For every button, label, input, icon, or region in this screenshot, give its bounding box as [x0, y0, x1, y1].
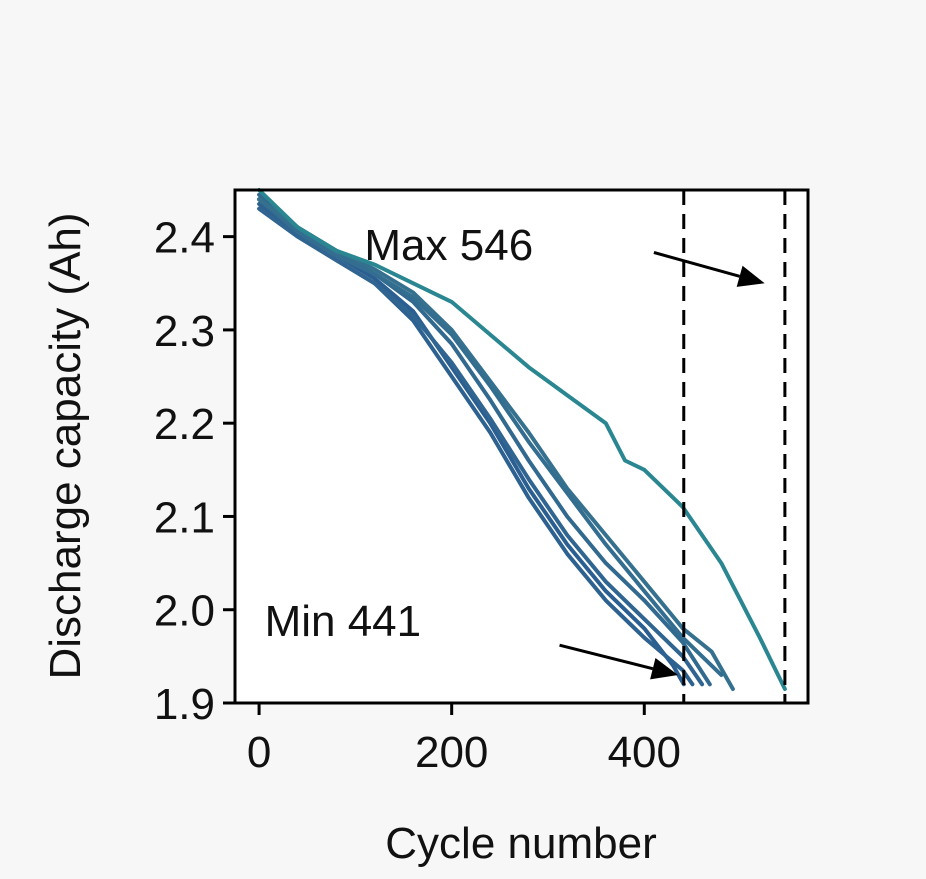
annotation-arrow-head-1: [736, 265, 765, 287]
annotation-arrow-shaft-2: [559, 643, 654, 671]
x-tick-label: 0: [247, 728, 271, 777]
y-axis-ticks: 1.9 2.0 2.1 2.2 2.3 2.4: [154, 214, 235, 729]
y-tick-label: 2.4: [154, 214, 215, 263]
y-tick-label: 2.2: [154, 400, 215, 449]
series-line-3: [257, 206, 705, 687]
vline-layer: [682, 190, 787, 703]
y-axis-label: Discharge capacity (Ah): [41, 212, 90, 679]
annotation-text-2: Min 441: [265, 597, 422, 646]
y-tick-label: 1.9: [154, 680, 215, 729]
annotation-arrow-shaft-1: [653, 251, 741, 278]
x-axis-label: Cycle number: [385, 819, 656, 868]
series-layer: [257, 188, 787, 691]
x-tick-label: 200: [415, 728, 488, 777]
annotation-arrow-head-2: [650, 657, 678, 680]
series-line-7: [257, 188, 787, 691]
y-tick-label: 2.1: [154, 493, 215, 542]
annotation-layer: Max 546 Min 441: [265, 221, 765, 680]
y-tick-label: 2.3: [154, 307, 215, 356]
x-axis-ticks: 0 200 400: [247, 703, 681, 777]
x-tick-label: 400: [608, 728, 681, 777]
series-line-5: [257, 197, 724, 677]
y-tick-label: 2.0: [154, 587, 215, 636]
plot-frame: [233, 188, 810, 705]
annotation-text-1: Max 546: [364, 221, 533, 270]
